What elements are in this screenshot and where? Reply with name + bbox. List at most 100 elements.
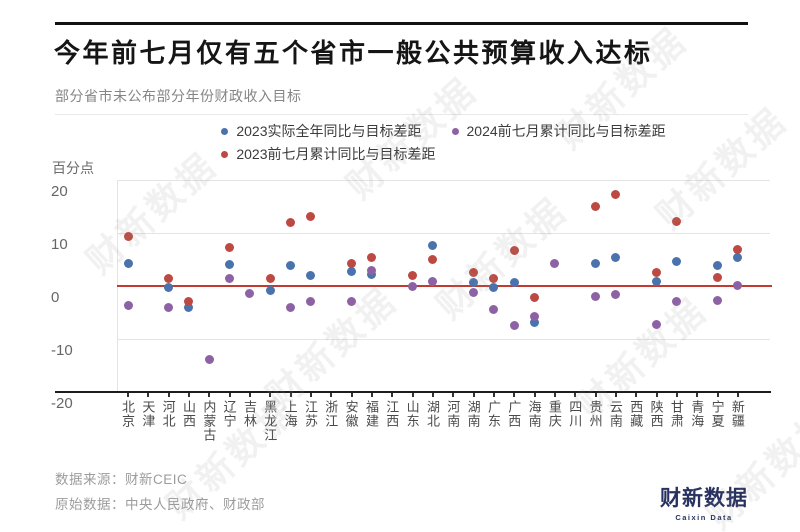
raw-data-source-text: 原始数据：中央人民政府、财政部 — [55, 497, 265, 512]
watermark-text: 财新数据 — [428, 189, 575, 327]
x-tick — [248, 393, 251, 397]
x-tick — [614, 393, 617, 397]
x-tick-label-内蒙古: 内蒙古 — [201, 400, 217, 442]
data-point-贵州 — [591, 202, 601, 212]
data-point-吉林 — [245, 289, 255, 299]
data-point-北京 — [123, 259, 133, 269]
x-tick — [330, 393, 333, 397]
x-tick-label-甘肃: 甘肃 — [668, 400, 684, 428]
data-point-辽宁 — [225, 274, 235, 284]
legend-dot-icon — [221, 127, 229, 135]
data-point-云南 — [611, 189, 621, 199]
data-point-陕西 — [652, 267, 662, 277]
x-tick — [309, 393, 312, 397]
chart-title: 今年前七月仅有五个省市一般公共预算收入达标 — [54, 38, 653, 68]
gridline-y10 — [117, 232, 770, 234]
data-point-广西 — [509, 277, 519, 287]
x-tick-label-云南: 云南 — [607, 400, 623, 428]
data-point-广东 — [489, 283, 499, 293]
x-tick-label-安徽: 安徽 — [343, 400, 359, 428]
data-point-新疆 — [733, 281, 743, 290]
data-point-江苏 — [306, 211, 316, 221]
watermark-text: 财新数据 — [258, 279, 405, 417]
y-tick-label: 0 — [51, 288, 60, 306]
x-tick — [635, 393, 638, 397]
y-tick-label: 20 — [51, 182, 68, 200]
x-tick — [127, 393, 129, 397]
x-tick-label-江西: 江西 — [384, 400, 400, 428]
caixin-logo-cn: 财新数据 — [660, 487, 748, 510]
y-axis-unit-label: 百分点 — [52, 160, 94, 176]
x-tick-label-陕西: 陕西 — [648, 400, 664, 428]
data-point-湖南 — [469, 268, 479, 278]
x-tick — [391, 393, 394, 397]
x-tick — [431, 393, 434, 397]
data-point-内蒙古 — [204, 354, 214, 364]
data-point-辽宁 — [225, 243, 235, 253]
x-tick-label-湖南: 湖南 — [465, 400, 481, 428]
x-tick — [553, 393, 556, 397]
x-tick — [167, 393, 170, 397]
x-axis-line — [55, 391, 771, 393]
legend-dot-icon — [221, 150, 229, 158]
x-tick — [716, 393, 719, 397]
data-point-新疆 — [733, 252, 743, 262]
x-tick-label-海南: 海南 — [526, 400, 542, 428]
x-tick-label-天津: 天津 — [140, 400, 156, 428]
data-point-贵州 — [591, 258, 601, 268]
x-tick — [492, 393, 495, 397]
gridline-y20 — [117, 179, 770, 181]
x-tick — [228, 393, 231, 397]
data-point-甘肃 — [672, 297, 682, 307]
x-tick-label-新疆: 新疆 — [729, 400, 745, 428]
data-point-山东 — [408, 281, 418, 291]
y-tick-label: -10 — [51, 341, 73, 359]
legend: 2023实际全年同比与目标差距 2024前七月累计同比与目标差距 2023前七月累计… — [117, 121, 770, 164]
data-point-辽宁 — [225, 259, 235, 269]
legend-dot-icon — [451, 127, 459, 135]
x-tick — [472, 393, 475, 397]
y-tick-label: 10 — [51, 235, 68, 253]
x-tick-label-福建: 福建 — [363, 400, 379, 428]
x-tick — [411, 393, 414, 397]
data-point-广东 — [489, 304, 499, 314]
data-point-湖南 — [469, 287, 479, 297]
data-point-山东 — [408, 271, 418, 281]
data-point-湖北 — [428, 241, 438, 251]
legend-label: 2023实际全年同比与目标差距 — [236, 123, 422, 139]
data-source-text: 数据来源：财新CEIC — [55, 472, 188, 487]
data-point-上海 — [286, 218, 296, 228]
data-point-黑龙江 — [265, 274, 275, 284]
x-tick-label-河北: 河北 — [160, 400, 176, 428]
data-point-上海 — [286, 303, 296, 313]
legend-label: 2024前七月累计同比与目标差距 — [466, 123, 666, 139]
data-point-江苏 — [306, 271, 316, 281]
data-point-重庆 — [550, 258, 560, 268]
x-tick — [289, 393, 292, 397]
data-point-山西 — [184, 303, 194, 313]
data-point-山西 — [184, 296, 194, 306]
data-point-上海 — [286, 260, 296, 270]
x-tick-label-河南: 河南 — [445, 400, 461, 428]
data-point-湖北 — [428, 276, 438, 286]
header-divider — [55, 114, 748, 115]
data-point-甘肃 — [672, 257, 682, 267]
x-tick-label-重庆: 重庆 — [546, 400, 562, 428]
x-tick-label-广东: 广东 — [485, 400, 501, 428]
data-point-湖北 — [428, 254, 438, 264]
x-tick — [452, 393, 455, 397]
x-tick-label-江苏: 江苏 — [302, 400, 318, 428]
data-point-海南 — [530, 312, 540, 322]
data-point-云南 — [611, 290, 621, 299]
data-point-黑龙江 — [265, 285, 275, 295]
x-tick-label-辽宁: 辽宁 — [221, 400, 237, 428]
x-tick-label-黑龙江: 黑龙江 — [262, 400, 278, 442]
data-point-新疆 — [733, 244, 743, 254]
data-point-河北 — [164, 282, 174, 292]
x-tick — [696, 393, 699, 397]
data-point-安徽 — [347, 259, 357, 269]
x-tick-label-湖北: 湖北 — [424, 400, 440, 428]
x-tick-label-北京: 北京 — [120, 400, 135, 428]
top-divider — [55, 22, 748, 25]
